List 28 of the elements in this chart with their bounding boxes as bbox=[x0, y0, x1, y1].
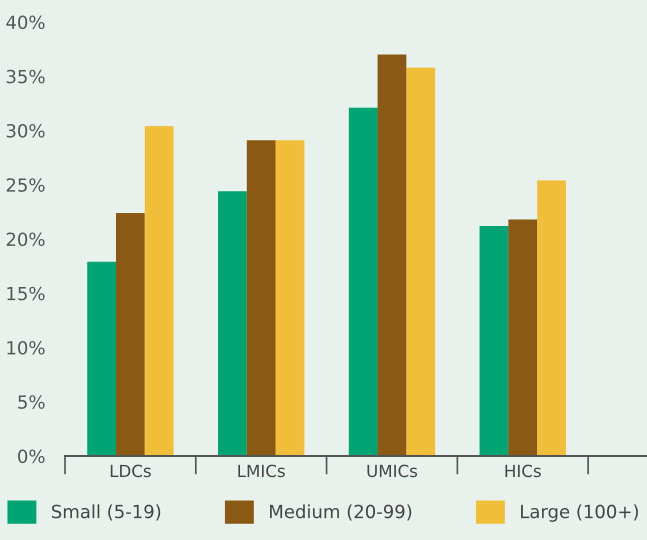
x-tick-label: UMICs bbox=[368, 464, 418, 478]
y-tick-label: 5% bbox=[18, 395, 45, 409]
legend-label: Medium (20-99) bbox=[270, 504, 412, 520]
y-tick-label: 40% bbox=[6, 15, 45, 30]
bar bbox=[508, 219, 538, 456]
y-tick-label: 25% bbox=[6, 178, 45, 192]
legend-label: Small (5-19) bbox=[52, 504, 160, 520]
y-tick-label: 30% bbox=[6, 124, 45, 138]
y-tick-label: 0% bbox=[18, 449, 45, 464]
y-tick-label: 20% bbox=[6, 232, 45, 246]
bar bbox=[537, 180, 566, 456]
bar bbox=[276, 140, 304, 456]
y-tick-label: 15% bbox=[7, 286, 45, 300]
bar bbox=[378, 54, 406, 456]
bar bbox=[246, 140, 276, 456]
bar bbox=[406, 68, 436, 456]
bar bbox=[144, 126, 174, 456]
y-tick-label: 10% bbox=[7, 340, 45, 355]
y-tick-label: 35% bbox=[6, 70, 45, 84]
x-tick-label: LDCs bbox=[110, 464, 151, 478]
bar bbox=[218, 191, 247, 456]
bar bbox=[348, 108, 378, 456]
bar bbox=[480, 226, 508, 456]
bar bbox=[116, 212, 145, 456]
bar bbox=[87, 262, 116, 456]
x-tick-label: LMICs bbox=[238, 464, 285, 478]
x-tick-label: HICs bbox=[506, 464, 541, 478]
legend-label: Large (100+) bbox=[521, 504, 638, 522]
